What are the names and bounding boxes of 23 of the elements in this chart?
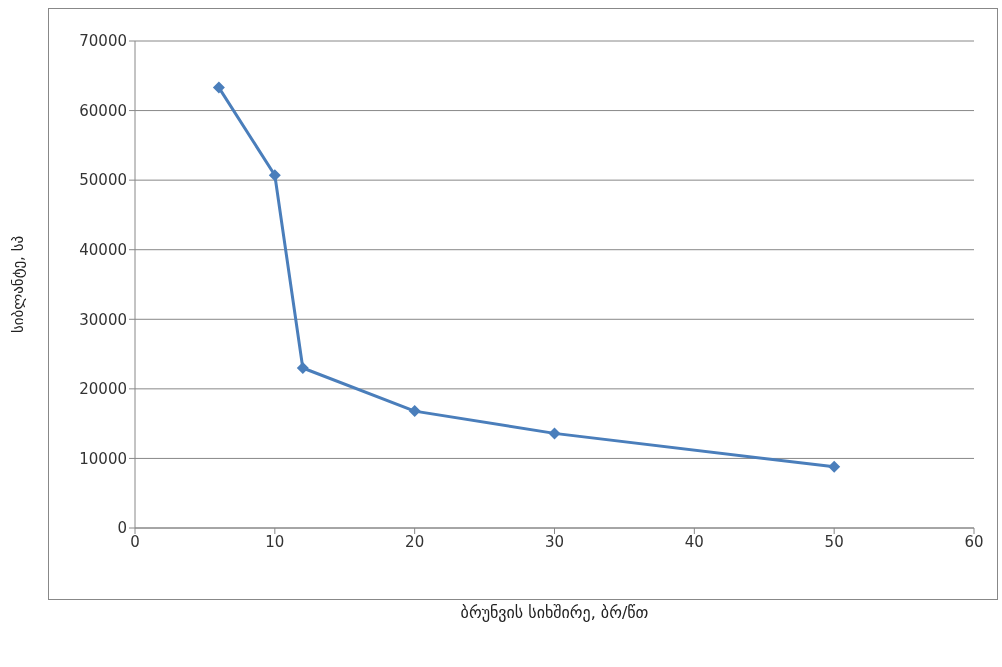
- y-tick-label: 40000: [79, 241, 127, 260]
- y-tick-label: 20000: [79, 380, 127, 399]
- x-tick-label: 30: [544, 532, 565, 551]
- y-axis-title: სიბლანტე, სპ: [9, 235, 28, 334]
- x-axis-title: ბრუნვის სიხშირე, ბრ/წთ: [460, 603, 649, 622]
- y-tick-label: 0: [117, 519, 127, 538]
- point: [408, 405, 421, 418]
- x-tick-label: 10: [265, 532, 285, 551]
- x-tick-label: 20: [405, 532, 425, 551]
- point: [268, 169, 281, 182]
- point: [548, 427, 561, 440]
- point: [296, 361, 309, 374]
- x-tick-label: 40: [684, 532, 704, 551]
- x-tick-label: 60: [964, 532, 984, 551]
- y-tick-label: 30000: [79, 310, 127, 329]
- y-tick-label: 60000: [79, 101, 127, 120]
- y-tick-label: 70000: [79, 32, 127, 51]
- x-tick-label: 50: [824, 532, 844, 551]
- y-tick-label: 10000: [79, 449, 127, 468]
- x-tick-label: 0: [130, 532, 140, 551]
- point: [828, 460, 841, 473]
- point: [212, 81, 225, 94]
- y-tick-label: 50000: [79, 171, 127, 190]
